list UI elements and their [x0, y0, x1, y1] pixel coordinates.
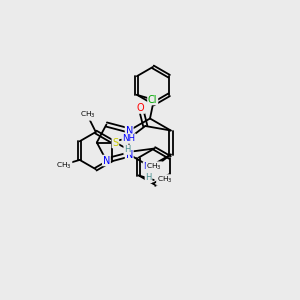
Text: H: H: [145, 173, 152, 182]
Text: N: N: [103, 155, 110, 166]
Text: CH$_3$: CH$_3$: [157, 175, 172, 185]
Text: N: N: [125, 125, 133, 136]
Text: S: S: [112, 137, 118, 148]
Text: CH$_3$: CH$_3$: [146, 162, 162, 172]
Text: CH$_3$: CH$_3$: [56, 160, 72, 171]
Text: N: N: [125, 149, 133, 160]
Text: H: H: [124, 145, 130, 154]
Text: Cl: Cl: [148, 94, 158, 104]
Text: O: O: [137, 103, 145, 113]
Text: CH$_3$: CH$_3$: [80, 110, 95, 120]
Text: NH: NH: [143, 162, 157, 171]
Text: NH: NH: [122, 134, 135, 143]
